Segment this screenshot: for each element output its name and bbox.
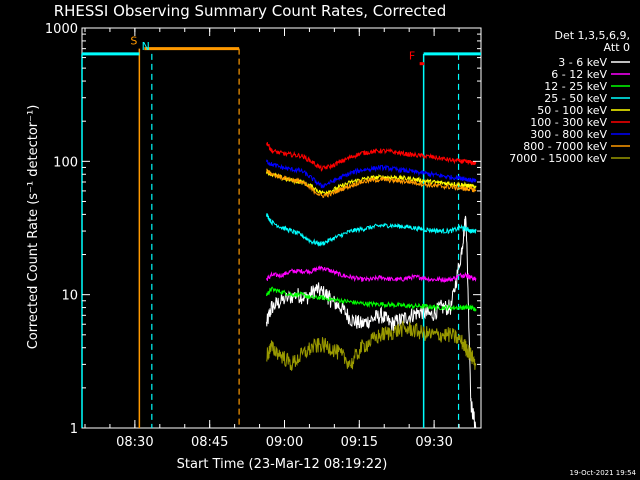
y-tick-label-3: 1000 <box>45 22 78 37</box>
legend-label-4: 50 - 100 keV <box>537 104 607 117</box>
flag-label-1: N <box>142 40 150 53</box>
legend-header-line-1: Det 1,3,5,6,9, <box>554 29 630 42</box>
series-line-5 <box>266 141 477 172</box>
x-tick-label-4: 09:30 <box>415 435 452 450</box>
series-line-1 <box>266 265 477 284</box>
legend-label-8: 7000 - 15000 keV <box>509 152 607 165</box>
series-line-3 <box>266 213 477 247</box>
series-line-6 <box>266 159 477 189</box>
flag-layer: S N F <box>81 35 481 428</box>
y-axis-label: Corrected Count Rate (s⁻¹ detector⁻¹) <box>26 105 41 350</box>
chart-title: RHESSI Observing Summary Count Rates, Co… <box>54 2 447 20</box>
legend-label-7: 800 - 7000 keV <box>523 140 607 153</box>
y-tick-label-1: 10 <box>61 289 78 304</box>
series-line-7 <box>266 168 477 199</box>
series-line-8 <box>266 319 477 372</box>
y-tick-label-2: 100 <box>53 155 78 170</box>
flag-label-3: F <box>409 50 415 63</box>
footer-date: 19-Oct-2021 19:54 <box>570 469 637 477</box>
x-tick-label-0: 08:30 <box>116 435 153 450</box>
x-axis-label: Start Time (23-Mar-12 08:19:22) <box>177 457 388 472</box>
y-tick-label-0: 1 <box>70 422 78 437</box>
x-tick-label-1: 08:45 <box>191 435 228 450</box>
x-tick-label-2: 09:00 <box>266 435 303 450</box>
series-layer <box>266 141 477 429</box>
axis-layer: 08:30 08:45 09:00 09:15 09:30 1 10 100 1000 <box>45 22 481 450</box>
legend-label-5: 100 - 300 keV <box>530 116 607 129</box>
legend-label-6: 300 - 800 keV <box>530 128 607 141</box>
legend-label-2: 12 - 25 keV <box>544 80 607 93</box>
legend-header-line-2: Att 0 <box>604 41 630 54</box>
series-line-4 <box>266 169 477 196</box>
legend-label-0: 3 - 6 keV <box>558 56 607 69</box>
legend-label-1: 6 - 12 keV <box>551 68 607 81</box>
legend-label-3: 25 - 50 keV <box>544 92 607 105</box>
series-line-2 <box>266 286 477 312</box>
flag-label-0: S <box>130 35 137 48</box>
x-tick-label-3: 09:15 <box>341 435 378 450</box>
